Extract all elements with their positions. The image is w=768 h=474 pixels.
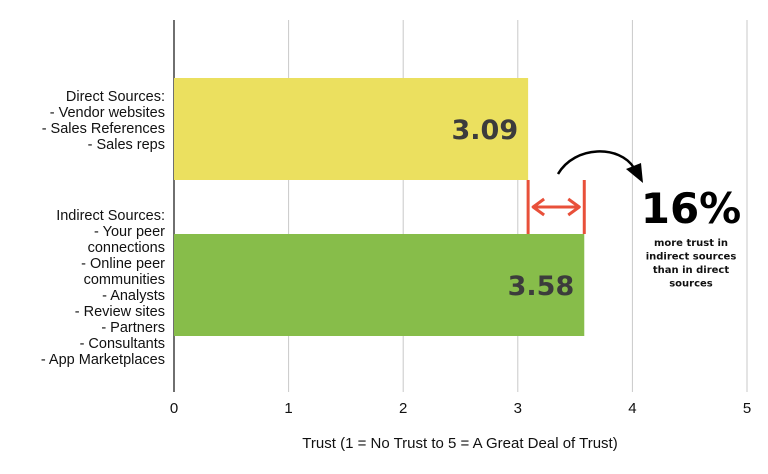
difference-annotation: 16% more trust in indirect sources than in … (526, 150, 742, 290)
x-axis-title: Trust (1 = No Trust to 5 = A Great Deal … (302, 435, 617, 452)
category-label-line: - Sales reps (88, 137, 165, 153)
category-label-line: - Online peer (81, 256, 165, 272)
callout-description-line: more trust in (654, 238, 728, 249)
x-tick-label: 5 (743, 400, 751, 417)
category-label-line: - Analysts (102, 288, 165, 304)
category-label: Indirect Sources: - Your peer connections -… (41, 208, 165, 368)
x-tick-label: 2 (399, 400, 407, 417)
category-label-line: connections (88, 240, 165, 256)
curved-arrowhead-icon (626, 163, 643, 183)
bars: 3.09 3.58 (174, 78, 585, 336)
category-label-line: - Review sites (75, 304, 165, 320)
bar (174, 78, 529, 180)
x-tick-label: 1 (284, 400, 292, 417)
category-label-line: - App Marketplaces (41, 352, 165, 368)
category-labels: Direct Sources: - Vendor websites - Sales … (41, 89, 165, 368)
bar (174, 234, 585, 336)
category-label-line: - Partners (101, 320, 165, 336)
callout-description-line: indirect sources (646, 252, 737, 263)
bar-value-label: 3.58 (508, 271, 575, 302)
gap-arrowhead-right (567, 197, 581, 217)
x-tick-label: 0 (170, 400, 178, 417)
category-label-line: - Sales References (42, 121, 165, 137)
bar-value-label: 3.09 (451, 115, 518, 146)
callout-description-line: than in direct (653, 265, 730, 276)
category-label-line: - Consultants (80, 336, 165, 352)
x-tick-label: 3 (514, 400, 522, 417)
category-label-line: - Vendor websites (50, 105, 165, 121)
category-label-line: Direct Sources: (66, 89, 165, 105)
x-tick-label: 4 (628, 400, 636, 417)
category-label: Direct Sources: - Vendor websites - Sales … (42, 89, 165, 153)
callout-description-line: sources (669, 279, 713, 290)
category-label-line: communities (84, 272, 165, 288)
category-label-line: Indirect Sources: (56, 208, 165, 224)
callout-percentage: 16% (641, 184, 742, 233)
curved-arrow-icon (556, 150, 636, 175)
x-tick-labels: 0 1 2 3 4 5 (170, 400, 751, 417)
gap-arrowhead-left (531, 197, 545, 217)
category-label-line: - Your peer (94, 224, 165, 240)
